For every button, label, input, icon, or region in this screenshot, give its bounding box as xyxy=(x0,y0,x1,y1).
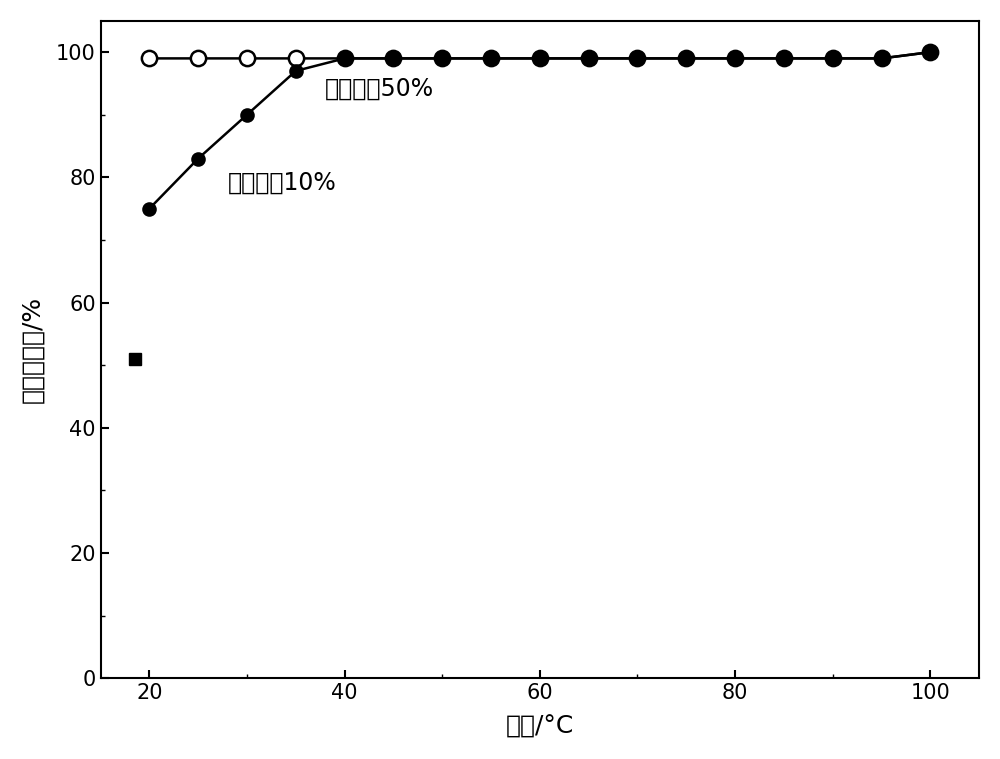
Text: 相对湿度50%: 相对湿度50% xyxy=(325,77,434,101)
Text: 相对湿度10%: 相对湿度10% xyxy=(227,171,336,195)
X-axis label: 温度/°C: 温度/°C xyxy=(506,714,574,739)
Y-axis label: 甲醉除去率/%: 甲醉除去率/% xyxy=(21,296,45,403)
